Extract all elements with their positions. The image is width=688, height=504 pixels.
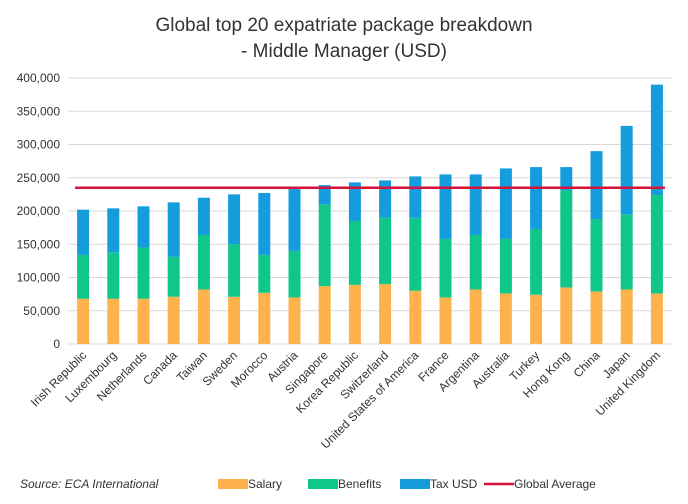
bar-tax-usd-canada [167, 202, 180, 257]
bar-benefits-switzerland [379, 217, 392, 285]
bar-tax-usd-hong-kong [560, 167, 573, 191]
bar-tax-usd-morocco [258, 193, 271, 255]
y-tick-label: 200,000 [17, 204, 61, 218]
bar-salary-hong-kong [560, 287, 573, 344]
bar-salary-sweden [228, 296, 241, 344]
bar-salary-australia [499, 293, 512, 344]
bar-benefits-china [590, 218, 603, 292]
bar-benefits-united-kingdom [650, 195, 663, 294]
legend-swatch-benefits [308, 479, 338, 489]
bar-tax-usd-austria [288, 189, 301, 251]
bar-salary-switzerland [379, 284, 392, 344]
bar-salary-korea-republic [348, 284, 361, 344]
x-tick-label: Canada [140, 348, 180, 388]
bar-benefits-korea-republic [348, 220, 361, 285]
y-axis-ticks: 0 50,000 100,000 150,000 200,000 250,000 300,0… [17, 71, 61, 351]
legend-label-global-average: Global Average [514, 477, 596, 491]
y-tick-label: 300,000 [17, 138, 61, 152]
legend-swatch-salary [218, 479, 248, 489]
bar-tax-usd-united-kingdom [650, 84, 663, 196]
y-tick-label: 50,000 [23, 304, 60, 318]
bar-tax-usd-argentina [469, 174, 482, 235]
legend-label-benefits: Benefits [338, 477, 381, 491]
x-tick-label: China [571, 348, 603, 380]
bar-benefits-morocco [258, 254, 271, 293]
bar-tax-usd-france [439, 174, 452, 239]
y-tick-label: 400,000 [17, 71, 61, 85]
bar-benefits-sweden [228, 244, 241, 297]
bar-benefits-united-states-of-america [409, 217, 422, 291]
bar-tax-usd-sweden [228, 194, 241, 245]
bar-salary-turkey [530, 294, 543, 344]
bar-tax-usd-netherlands [137, 206, 150, 248]
bar-benefits-france [439, 238, 452, 298]
bar-salary-netherlands [137, 298, 150, 344]
bar-tax-usd-korea-republic [348, 182, 361, 221]
bar-salary-canada [167, 296, 180, 344]
bar-salary-united-kingdom [650, 293, 663, 344]
bar-benefits-austria [288, 250, 301, 298]
y-tick-label: 250,000 [17, 171, 61, 185]
gridlines [68, 77, 672, 345]
bar-benefits-luxembourg [107, 252, 120, 299]
bar-tax-usd-united-states-of-america [409, 176, 422, 218]
bar-tax-usd-switzerland [379, 180, 392, 218]
bar-benefits-japan [620, 214, 633, 290]
chart-title-line-1: Global top 20 expatriate package breakdo… [155, 15, 532, 36]
y-tick-label: 0 [53, 337, 60, 351]
bar-tax-usd-turkey [530, 167, 543, 229]
legend-swatch-tax-usd [400, 479, 430, 489]
legend-label-salary: Salary [248, 477, 282, 491]
bar-benefits-hong-kong [560, 190, 573, 288]
chart-title-line-2: - Middle Manager (USD) [241, 41, 447, 62]
bar-benefits-irish-republic [77, 254, 90, 299]
bar-benefits-taiwan [197, 234, 210, 290]
bar-salary-argentina [469, 289, 482, 344]
bar-tax-usd-australia [499, 168, 512, 239]
bar-salary-taiwan [197, 289, 210, 344]
bar-salary-singapore [318, 286, 331, 344]
bar-tax-usd-china [590, 151, 603, 219]
bar-tax-usd-singapore [318, 185, 331, 205]
bar-benefits-australia [499, 238, 512, 294]
legend-label-tax-usd: Tax USD [430, 477, 478, 491]
y-tick-label: 100,000 [17, 271, 61, 285]
source-note: Source: ECA International [20, 477, 159, 491]
bar-salary-luxembourg [107, 298, 120, 344]
bar-benefits-canada [167, 256, 180, 297]
bar-salary-morocco [258, 292, 271, 344]
bar-tax-usd-luxembourg [107, 208, 120, 253]
bar-salary-irish-republic [77, 298, 90, 344]
x-axis-labels: Irish RepublicLuxembourgNetherlandsCanad… [28, 348, 663, 452]
bar-benefits-argentina [469, 234, 482, 290]
bar-salary-japan [620, 289, 633, 344]
y-tick-label: 350,000 [17, 104, 61, 118]
bar-salary-france [439, 297, 452, 344]
bars [77, 84, 663, 344]
bar-tax-usd-japan [620, 125, 633, 215]
bar-benefits-netherlands [137, 247, 150, 299]
bar-benefits-singapore [318, 204, 331, 287]
bar-salary-china [590, 291, 603, 344]
bar-tax-usd-taiwan [197, 197, 210, 235]
bar-tax-usd-irish-republic [77, 209, 90, 255]
bar-salary-united-states-of-america [409, 290, 422, 344]
y-tick-label: 150,000 [17, 237, 61, 251]
bar-salary-austria [288, 297, 301, 344]
legend: Salary Benefits Tax USD Global Average [218, 477, 596, 491]
bar-benefits-turkey [530, 228, 543, 295]
